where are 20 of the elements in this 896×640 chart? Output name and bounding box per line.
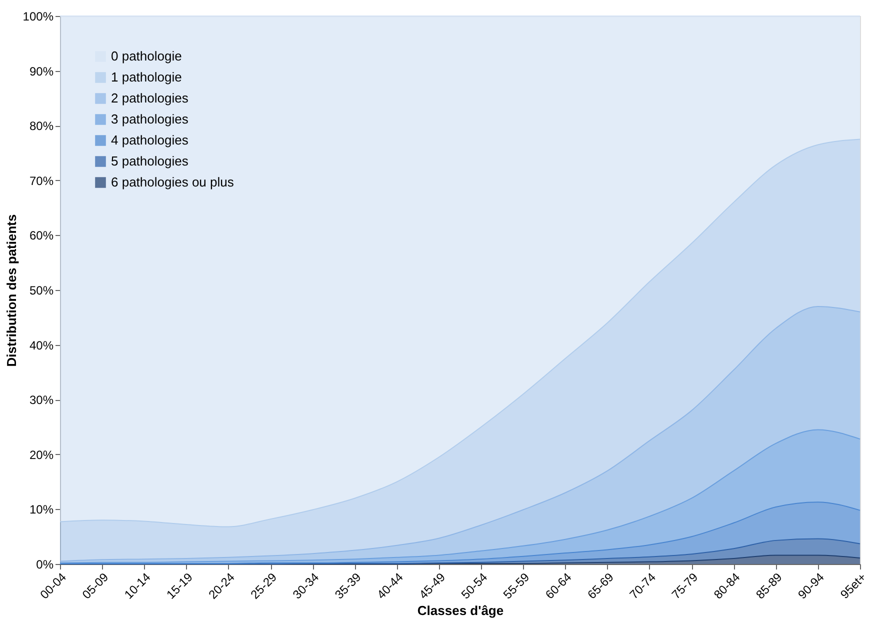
x-axis-title: Classes d'âge <box>417 602 504 618</box>
y-tick-label: 70% <box>29 174 54 188</box>
legend-label: 2 pathologies <box>111 90 189 106</box>
legend-label: 5 pathologies <box>111 154 189 168</box>
y-tick-label: 40% <box>29 338 54 352</box>
y-tick-label: 60% <box>29 228 54 243</box>
y-tick-label: 90% <box>29 64 54 78</box>
y-tick-label: 0% <box>36 558 54 572</box>
y-axis-title: Distribution des patients <box>4 214 19 367</box>
y-tick-label: 100% <box>22 10 54 24</box>
legend-label: 0 pathologie <box>111 48 182 64</box>
legend-label: 3 pathologies <box>111 112 189 126</box>
y-tick-label: 80% <box>29 119 54 134</box>
y-tick-label: 20% <box>29 448 54 462</box>
legend-label: 4 pathologies <box>111 132 189 148</box>
y-tick-label: 30% <box>29 393 54 408</box>
legend-label: 6 pathologies ou plus <box>111 174 234 190</box>
y-tick-label: 50% <box>29 284 54 298</box>
y-tick-label: 10% <box>29 502 54 517</box>
legend-label: 1 pathologie <box>111 70 182 84</box>
